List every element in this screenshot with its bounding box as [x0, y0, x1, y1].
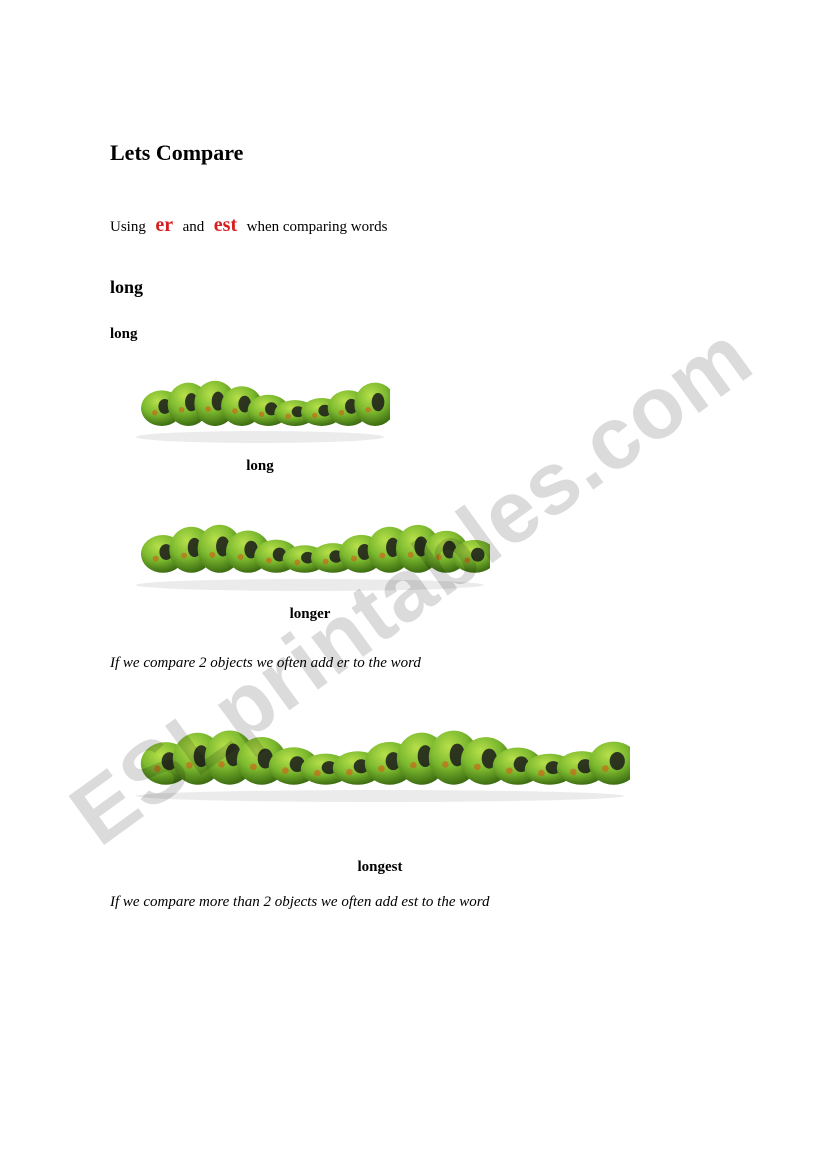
intro-prefix: Using — [110, 219, 146, 235]
spacer — [110, 475, 710, 513]
rule-est: If we compare more than 2 objects we oft… — [110, 894, 710, 911]
rule-er: If we compare 2 objects we often add er … — [110, 655, 710, 672]
worksheet-page: Lets Compare Using er and est when compa… — [110, 140, 710, 959]
caterpillar-longest-block: longest — [130, 720, 710, 876]
intro-tail: when comparing words — [247, 219, 388, 235]
spacer — [130, 809, 710, 851]
page-title: Lets Compare — [110, 140, 710, 166]
caption-longer: longer — [130, 606, 490, 623]
word-heading: long — [110, 277, 710, 298]
intro-mid: and — [183, 219, 205, 235]
caterpillar-long-icon — [130, 371, 390, 445]
caption-longest: longest — [130, 859, 630, 876]
caption-long: long — [130, 458, 390, 475]
intro-line: Using er and est when comparing words — [110, 214, 710, 237]
suffix-er: er — [153, 214, 175, 236]
suffix-est: est — [212, 214, 239, 236]
caterpillar-longest-icon — [130, 720, 630, 804]
caterpillar-long-block: long — [130, 371, 710, 475]
caterpillar-longer-block: longer — [130, 513, 710, 623]
caterpillar-longer-icon — [130, 513, 490, 593]
word-subheading: long — [110, 326, 710, 343]
